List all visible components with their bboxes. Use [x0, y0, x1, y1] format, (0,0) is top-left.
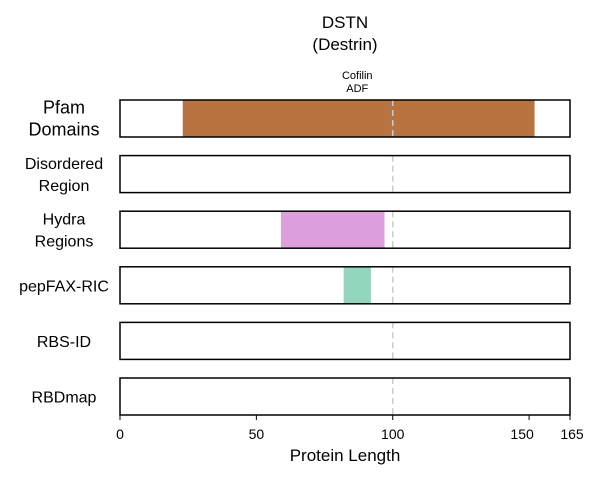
chart-title-line-1: DSTN: [322, 13, 368, 32]
track-border: [119, 321, 571, 361]
track-label: RBS-ID: [37, 334, 91, 351]
track-border: [119, 210, 571, 249]
x-tick-label: 50: [249, 426, 265, 442]
chart-title-line-2: (Destrin): [312, 35, 377, 54]
track-label: Hydra: [43, 212, 86, 229]
x-tick-label: 100: [381, 426, 405, 442]
track-segment: [182, 100, 535, 137]
track-border: [119, 266, 571, 305]
x-tick-label: 0: [116, 426, 124, 442]
track-label: Disordered: [25, 156, 103, 173]
domain-annotation-label: ADF: [346, 83, 368, 95]
track-label: Domains: [28, 120, 99, 140]
track-border: [119, 154, 571, 194]
x-axis: 0 50 100 150 165: [116, 415, 584, 442]
track-label: Pfam: [43, 98, 85, 118]
track-segment: [280, 211, 385, 249]
domain-annotation-label: Cofilin: [342, 70, 373, 82]
track-background: [120, 378, 570, 415]
x-axis-label: Protein Length: [290, 446, 401, 465]
track-label: Regions: [35, 234, 94, 251]
track-border: [119, 99, 571, 138]
track-border: [119, 377, 571, 416]
track-segment: [343, 266, 371, 304]
track-label: Region: [39, 178, 90, 195]
x-tick-label: 150: [510, 426, 534, 442]
track-label: pepFAX-RIC: [19, 278, 109, 295]
track-label: RBDmap: [32, 390, 97, 407]
track-background: [120, 322, 570, 360]
x-tick-label: 165: [560, 426, 584, 442]
track-background: [120, 155, 570, 193]
